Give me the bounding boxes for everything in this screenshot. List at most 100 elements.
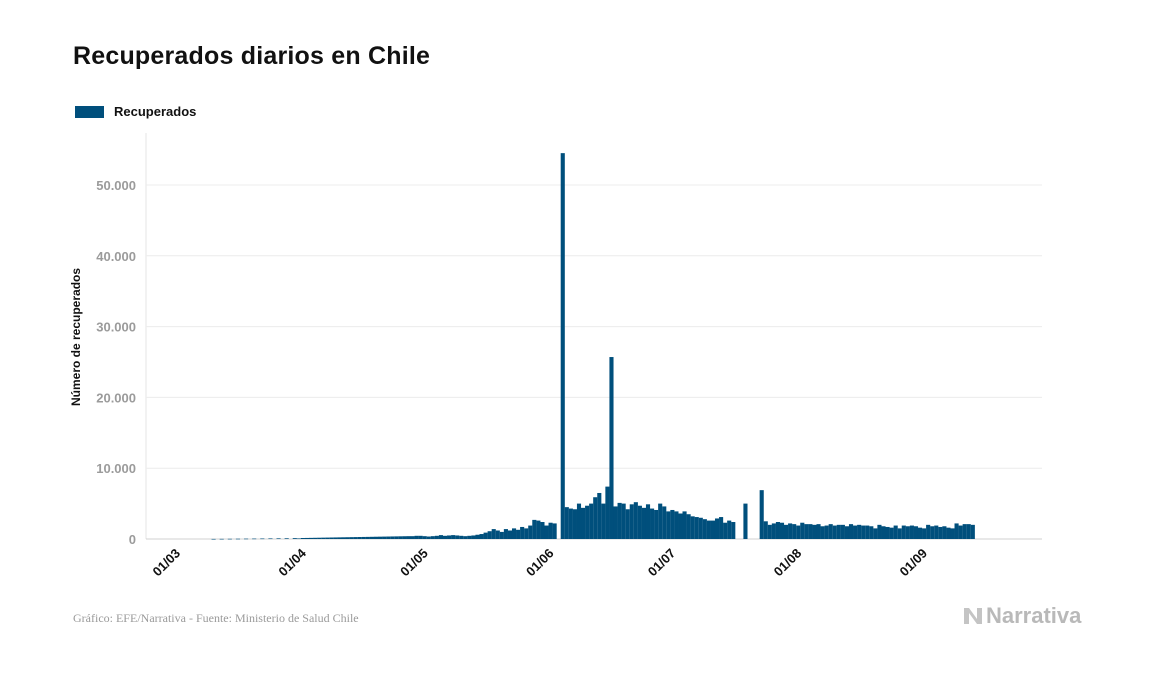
- bar: [759, 490, 764, 539]
- bar: [487, 531, 492, 539]
- bar: [503, 529, 508, 539]
- bar: [597, 492, 602, 539]
- bar: [857, 524, 862, 539]
- bar: [893, 525, 898, 539]
- bar: [520, 526, 525, 539]
- bar: [682, 511, 687, 539]
- bar: [430, 536, 435, 539]
- bar: [564, 507, 569, 539]
- bar: [252, 538, 257, 540]
- bar: [313, 537, 318, 539]
- bar: [694, 517, 699, 539]
- bar: [784, 524, 789, 539]
- bar: [804, 524, 809, 539]
- bar: [962, 524, 967, 539]
- bar: [593, 497, 598, 539]
- bar: [426, 536, 431, 539]
- bar: [365, 536, 370, 539]
- bar: [304, 537, 310, 539]
- bar: [605, 486, 610, 539]
- bar: [475, 534, 480, 539]
- bar: [410, 536, 415, 539]
- bar: [917, 527, 923, 539]
- bar: [698, 517, 703, 539]
- legend-label: Recuperados: [114, 104, 197, 119]
- x-tick-label: 01/03: [150, 546, 184, 580]
- bar: [662, 506, 667, 539]
- bar: [686, 514, 691, 539]
- bar: [491, 529, 496, 539]
- bar: [674, 511, 679, 539]
- bar: [560, 153, 565, 539]
- bar: [970, 524, 975, 539]
- bar: [581, 507, 586, 539]
- bar: [369, 536, 374, 539]
- bar: [950, 528, 955, 539]
- bar: [528, 525, 533, 539]
- x-tick-label: 01/08: [771, 546, 805, 580]
- bar: [727, 520, 732, 539]
- bar: [544, 525, 549, 539]
- bar: [922, 528, 927, 539]
- bar: [422, 536, 427, 539]
- bar: [930, 526, 935, 539]
- bar: [495, 530, 500, 539]
- bar: [621, 503, 626, 539]
- bar: [373, 536, 379, 539]
- bar: [743, 503, 748, 539]
- bar: [447, 535, 452, 539]
- bar: [897, 528, 902, 539]
- bar: [589, 503, 594, 539]
- x-tick-label: 01/05: [397, 546, 431, 580]
- bar: [942, 526, 947, 539]
- bar: [909, 525, 914, 539]
- x-tick-label: 01/09: [897, 546, 931, 580]
- bar: [483, 532, 488, 539]
- bar: [507, 530, 513, 539]
- bar: [548, 522, 553, 539]
- bar: [568, 508, 573, 539]
- bar: [637, 505, 642, 539]
- bar: [812, 524, 817, 539]
- bar: [451, 535, 456, 539]
- bar: [710, 520, 716, 539]
- bar: [641, 507, 647, 539]
- x-tick-label: 01/04: [275, 545, 309, 579]
- bar: [666, 511, 671, 539]
- bar: [284, 538, 289, 539]
- y-tick-label: 10.000: [96, 461, 136, 476]
- bar: [869, 526, 874, 539]
- bar: [865, 525, 870, 539]
- bar: [235, 538, 241, 540]
- bar: [386, 536, 391, 539]
- chart-title: Recuperados diarios en Chile: [73, 42, 431, 70]
- bar: [300, 538, 305, 539]
- y-tick-label: 50.000: [96, 178, 136, 193]
- bar: [467, 535, 472, 539]
- bar: [357, 537, 362, 539]
- bar: [731, 522, 736, 539]
- bar: [848, 524, 854, 539]
- bar: [382, 536, 387, 539]
- bar: [861, 525, 866, 539]
- bar: [479, 534, 484, 539]
- bar: [540, 522, 545, 539]
- bar: [317, 537, 322, 539]
- bar: [650, 508, 655, 539]
- bar: [901, 525, 906, 539]
- chart-legend: Recuperados: [75, 104, 196, 119]
- bar: [296, 538, 301, 540]
- bar: [820, 526, 825, 539]
- y-tick-label: 40.000: [96, 249, 136, 264]
- bar: [333, 537, 338, 539]
- bar: [227, 538, 232, 540]
- bar: [276, 538, 281, 539]
- bar: [926, 524, 931, 539]
- bar: [260, 538, 265, 540]
- bar: [434, 535, 439, 539]
- bar: [792, 524, 797, 539]
- bar: [763, 521, 768, 539]
- bar: [585, 505, 590, 539]
- bar: [800, 522, 805, 539]
- bar: [406, 536, 411, 539]
